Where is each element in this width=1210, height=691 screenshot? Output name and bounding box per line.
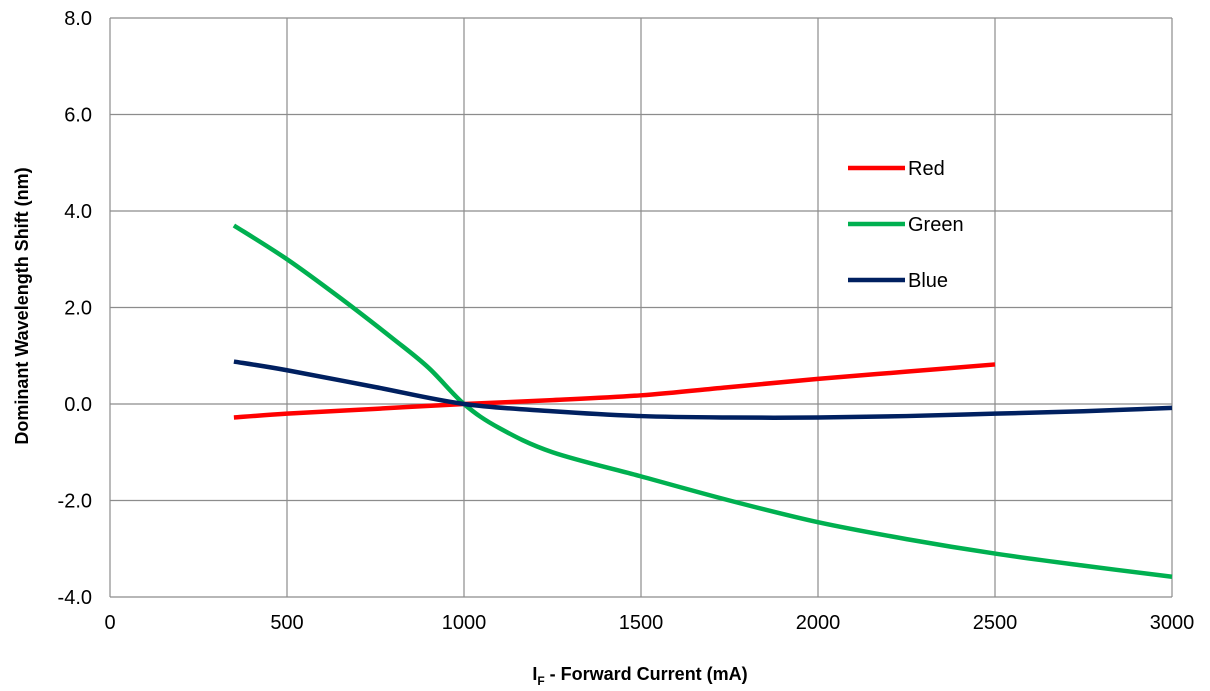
x-tick-label: 2000 [796,612,841,634]
y-tick-label: 4.0 [64,201,92,223]
y-tick-labels: -4.0 -2.0 0.0 2.0 4.0 6.0 8.0 [58,8,92,609]
y-tick-label: -2.0 [58,491,92,513]
x-tick-label: 3000 [1150,612,1195,634]
y-axis-title: Dominant Wavelength Shift (nm) [12,167,32,444]
x-tick-label: 1500 [619,612,664,634]
legend: Red Green Blue [848,158,964,292]
x-axis-title: IF - Forward Current (mA) [532,664,747,688]
y-tick-label: 0.0 [64,394,92,416]
x-axis-title-subscript: F [537,674,544,688]
y-tick-label: 6.0 [64,105,92,127]
x-axis-title-main: I [532,664,537,684]
x-tick-labels: 0 500 1000 1500 2000 2500 3000 [104,612,1194,634]
x-tick-label: 0 [104,612,115,634]
legend-label-green: Green [908,214,964,236]
x-tick-label: 2500 [973,612,1018,634]
x-tick-label: 500 [270,612,303,634]
series-line-green [232,223,1173,579]
x-axis-title-rest: - Forward Current (mA) [545,664,748,684]
x-tick-label: 1000 [442,612,487,634]
legend-label-blue: Blue [908,270,948,292]
y-tick-label: -4.0 [58,587,92,609]
legend-label-red: Red [908,158,945,180]
y-tick-label: 8.0 [64,8,92,30]
series-line-red [233,362,996,420]
series-line-blue [233,359,1173,420]
y-tick-label: 2.0 [64,298,92,320]
series-lines [232,223,1173,579]
grid [109,17,1173,598]
